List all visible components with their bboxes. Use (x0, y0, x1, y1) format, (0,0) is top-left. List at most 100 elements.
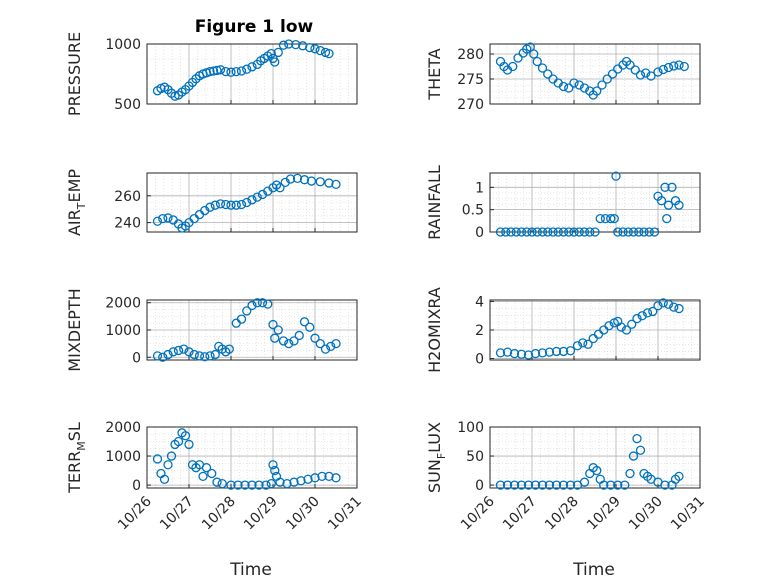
data-point (565, 346, 576, 356)
data-point (284, 39, 294, 49)
data-point (179, 344, 189, 354)
panel-pressure: 500 1000 PRESSURE (65, 32, 358, 116)
data-point (278, 336, 289, 346)
data-point (564, 83, 574, 93)
data-point (310, 333, 320, 343)
data-point (215, 199, 226, 209)
data-point (516, 349, 527, 359)
data-point (532, 227, 542, 237)
data-point (558, 81, 569, 92)
y-axis-label: PRESSURE (65, 32, 84, 116)
data-point (273, 47, 283, 58)
data-point (324, 48, 334, 59)
data-point (537, 227, 548, 237)
data-point (296, 476, 306, 486)
data-point (273, 325, 283, 335)
y-axis-label: TERRMSL (65, 422, 88, 494)
data-point (635, 70, 646, 80)
data-point (667, 182, 677, 192)
data-point (266, 478, 276, 489)
data-point (163, 460, 173, 470)
axes-box (146, 299, 358, 361)
data-point (208, 66, 219, 76)
data-point (523, 480, 534, 490)
data-point (663, 62, 674, 73)
data-point (163, 349, 173, 360)
y-tick-label: 1000 (105, 37, 141, 53)
data-point (537, 480, 548, 490)
data-point (551, 346, 562, 357)
data-point (574, 227, 584, 237)
data-point (180, 431, 191, 441)
data-point (205, 66, 215, 77)
data-point (660, 182, 670, 192)
y-tick-label: 2000 (105, 296, 141, 312)
y-axis-label: AIRTEMP (65, 169, 88, 236)
data-point (565, 480, 576, 490)
data-point (326, 341, 336, 352)
data-point (163, 213, 173, 223)
y-tick-label: 280 (457, 47, 484, 63)
data-point (231, 200, 241, 210)
data-point (625, 60, 635, 70)
data-point (226, 200, 236, 210)
y-axis-label: H2OMIXRA (425, 287, 444, 373)
data-point (226, 67, 236, 77)
data-point (669, 61, 679, 71)
data-point (590, 227, 600, 237)
data-point (572, 341, 583, 351)
data-point (516, 227, 527, 237)
data-point (658, 64, 668, 75)
data-point (294, 330, 304, 341)
data-point (620, 480, 630, 490)
data-point (242, 306, 252, 316)
data-point (551, 480, 562, 490)
axes-box (146, 43, 358, 105)
data-point (252, 192, 262, 202)
data-point (532, 56, 542, 67)
y-axis-label: RAINFALL (425, 165, 444, 240)
data-point (509, 480, 520, 490)
data-point (261, 480, 271, 490)
data-point (579, 227, 590, 237)
x-axis-label-left: Time (229, 560, 272, 580)
data-point (599, 480, 609, 490)
data-point (627, 319, 637, 329)
data-point (224, 344, 234, 354)
data-point (315, 338, 325, 349)
panel-air-temp: 240 260 AIRTEMP (65, 169, 358, 236)
data-point (159, 474, 170, 484)
data-point (674, 303, 684, 314)
x-axis-label-right: Time (572, 560, 615, 580)
data-point (266, 48, 276, 59)
data-point (495, 348, 506, 358)
data-point (310, 44, 320, 54)
data-point (331, 179, 341, 190)
data-point (658, 298, 668, 308)
data-point (644, 227, 654, 237)
data-point (674, 471, 684, 482)
data-point (217, 478, 227, 489)
y-tick-label: 270 (457, 97, 484, 113)
data-point (270, 57, 280, 67)
data-point (305, 42, 315, 53)
data-point (646, 71, 656, 81)
data-point (544, 347, 555, 357)
data-point (268, 460, 278, 470)
data-point (558, 480, 569, 490)
data-point (609, 213, 619, 224)
y-tick-label: 275 (457, 72, 484, 88)
y-axis-label: THETA (425, 48, 444, 100)
data-point (233, 480, 243, 490)
data-point (221, 199, 231, 210)
data-point (236, 199, 247, 210)
data-point (656, 196, 667, 206)
axes-box (489, 172, 701, 233)
data-point (578, 338, 588, 348)
data-point (648, 306, 658, 317)
data-point (509, 348, 520, 359)
axes-box (489, 426, 701, 489)
panel-rainfall: 0 0.5 1 RAINFALL (425, 165, 701, 241)
data-point (569, 78, 579, 88)
data-point (291, 39, 301, 50)
